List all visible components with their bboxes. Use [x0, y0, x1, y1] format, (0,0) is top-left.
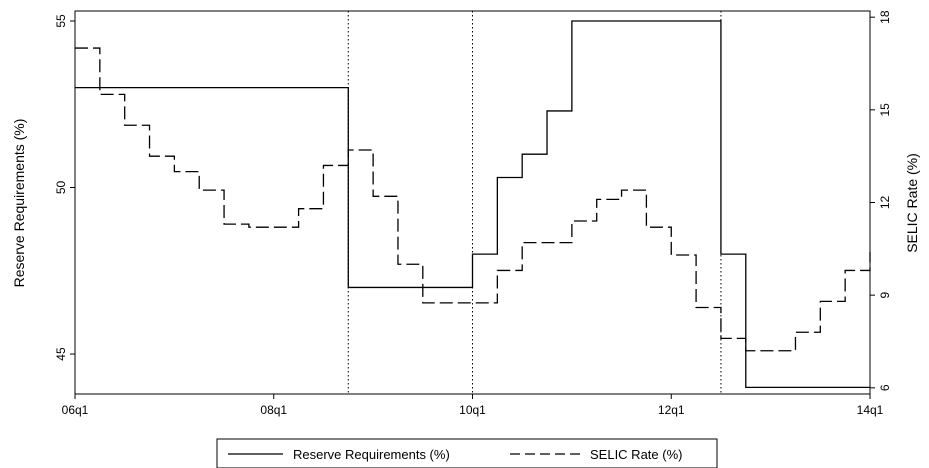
y-axis-right: 6 9 12 15 18 — [870, 10, 892, 391]
y-left-tick-label: 55 — [54, 14, 68, 28]
plot-area — [75, 11, 871, 394]
x-tick-label: 08q1 — [260, 403, 287, 417]
series-line-reserve-requirements — [75, 20, 870, 388]
legend: Reserve Requirements (%) SELIC Rate (%) — [216, 438, 718, 468]
x-tick-label: 14q1 — [857, 403, 884, 417]
legend-box — [216, 438, 718, 468]
y-left-tick-label: 50 — [54, 181, 68, 195]
y-axis-left: 45 50 55 — [54, 14, 75, 361]
y-axis-left-title: Reserve Requirements (%) — [11, 119, 27, 288]
x-tick-label: 12q1 — [658, 403, 685, 417]
legend-label-selic-rate: SELIC Rate (%) — [590, 447, 682, 462]
y-axis-right-title: SELIC Rate (%) — [904, 153, 920, 253]
x-tick-label: 10q1 — [459, 403, 486, 417]
y-right-tick-label: 12 — [878, 196, 892, 210]
series-line-selic-rate — [75, 47, 871, 352]
y-right-tick-label: 18 — [878, 10, 892, 24]
y-right-tick-label: 6 — [878, 384, 892, 391]
y-right-tick-label: 15 — [878, 103, 892, 117]
legend-label-reserve-requirements: Reserve Requirements (%) — [293, 447, 450, 462]
x-axis: 06q1 08q1 10q1 12q1 14q1 — [62, 394, 884, 417]
y-right-tick-label: 9 — [878, 292, 892, 299]
y-left-tick-label: 45 — [54, 347, 68, 361]
x-tick-label: 06q1 — [62, 403, 89, 417]
